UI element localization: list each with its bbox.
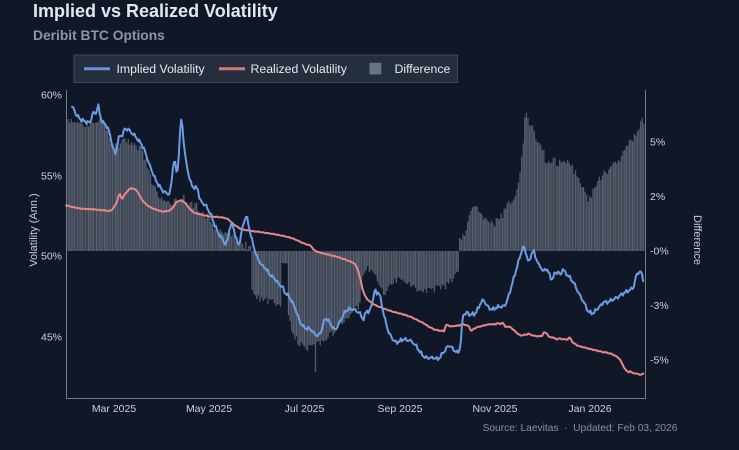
svg-text:55%: 55% (41, 171, 62, 183)
svg-text:Jul 2025: Jul 2025 (285, 403, 325, 415)
svg-text:5%: 5% (650, 137, 665, 149)
svg-text:Jan 2026: Jan 2026 (568, 403, 611, 415)
svg-text:Mar 2025: Mar 2025 (92, 403, 137, 415)
svg-text:Volatility (Ann.): Volatility (Ann.) (28, 193, 40, 266)
svg-text:2%: 2% (650, 191, 665, 203)
svg-text:60%: 60% (41, 90, 62, 102)
svg-text:-0%: -0% (650, 246, 669, 258)
svg-text:Implied Volatility: Implied Volatility (117, 62, 206, 76)
svg-text:-5%: -5% (650, 355, 669, 367)
svg-text:45%: 45% (41, 332, 62, 344)
svg-text:Difference: Difference (395, 62, 451, 76)
svg-text:-3%: -3% (650, 300, 669, 312)
svg-text:Sep 2025: Sep 2025 (378, 403, 423, 415)
svg-text:Nov 2025: Nov 2025 (473, 403, 518, 415)
svg-text:May 2025: May 2025 (186, 403, 232, 415)
svg-text:Source: Laevitas · Updated:: Source: Laevitas · Updated: Feb 03, 2026 (483, 423, 678, 434)
svg-text:Implied vs Realized Volatility: Implied vs Realized Volatility (33, 1, 278, 21)
svg-text:Deribit BTC Options: Deribit BTC Options (33, 28, 165, 43)
svg-text:Difference: Difference (691, 215, 703, 265)
svg-text:Realized Volatility: Realized Volatility (251, 62, 348, 76)
svg-text:50%: 50% (41, 251, 62, 263)
